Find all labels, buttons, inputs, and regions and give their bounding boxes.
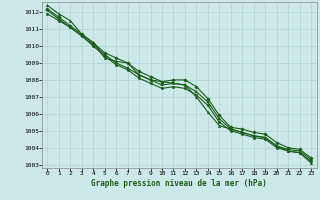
X-axis label: Graphe pression niveau de la mer (hPa): Graphe pression niveau de la mer (hPa) xyxy=(91,179,267,188)
